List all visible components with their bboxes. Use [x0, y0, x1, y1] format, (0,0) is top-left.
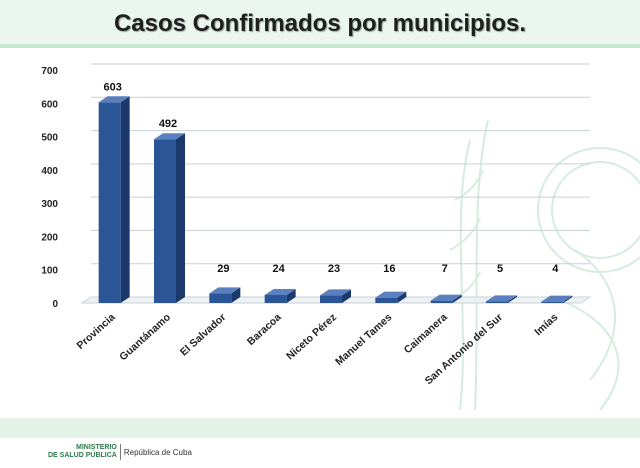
y-tick-label: 600 — [41, 99, 58, 110]
x-tick-label: Provincia — [75, 311, 118, 352]
bar-top — [154, 133, 185, 140]
data-label: 29 — [217, 263, 229, 275]
y-tick-label: 0 — [52, 299, 58, 310]
x-tick-label: Niceto Pérez — [284, 311, 339, 362]
data-label: 492 — [159, 118, 177, 130]
bar-top — [430, 294, 462, 301]
bar-side — [508, 295, 517, 303]
bar — [486, 301, 508, 303]
bar — [154, 139, 176, 303]
x-tick-label: Manuel Tames — [333, 311, 394, 368]
bar-side — [342, 289, 351, 303]
data-label: 23 — [328, 263, 340, 275]
y-tick-label: 100 — [41, 266, 58, 277]
bar — [264, 295, 287, 303]
bar-side — [176, 133, 185, 303]
bar-top — [486, 295, 517, 302]
bar — [98, 102, 121, 303]
bar — [541, 301, 564, 303]
x-tick-label: El Salvador — [178, 311, 229, 358]
decorative-emblem — [449, 119, 640, 411]
footer-logo: MINISTERIO DE SALUD PÚBLICA República de… — [48, 441, 192, 463]
ministry-line-2: DE SALUD PÚBLICA — [48, 452, 117, 459]
y-tick-label: 500 — [41, 133, 58, 144]
y-tick-label: 200 — [41, 232, 58, 243]
bar — [209, 293, 232, 303]
data-label: 16 — [383, 263, 395, 275]
data-label: 5 — [497, 263, 503, 275]
y-tick-label: 300 — [41, 199, 58, 210]
bar — [320, 295, 342, 303]
y-tick-label: 700 — [41, 66, 58, 77]
x-tick-label: Imías — [532, 311, 560, 338]
bar-top — [98, 96, 130, 103]
bar-top — [209, 287, 241, 294]
bar — [430, 300, 453, 303]
bar-top — [375, 291, 407, 298]
data-label: 7 — [442, 263, 448, 275]
slide-title: Casos Confirmados por municipios. — [113, 10, 527, 37]
republic-name: República de Cuba — [123, 447, 192, 457]
bar-side — [563, 295, 573, 303]
x-tick-label: Baracoa — [245, 311, 284, 348]
bar-side — [452, 294, 462, 303]
bar — [375, 297, 398, 303]
data-label: 603 — [103, 81, 121, 93]
bar-top — [264, 289, 296, 296]
ministry-name: MINISTERIO DE SALUD PÚBLICA — [48, 444, 121, 460]
y-tick-label: 400 — [41, 166, 58, 177]
x-tick-label: Guantánamo — [117, 311, 173, 363]
data-label: 24 — [273, 263, 286, 275]
bar-side — [286, 289, 296, 303]
x-tick-label: Caimanera — [402, 311, 450, 356]
ministry-line-1: MINISTERIO — [76, 444, 117, 451]
bar-side — [120, 96, 130, 303]
data-label: 4 — [552, 263, 559, 275]
bar-side — [397, 291, 407, 303]
bar-side — [231, 287, 241, 303]
bar-top — [541, 295, 573, 302]
bar-top — [320, 289, 351, 296]
